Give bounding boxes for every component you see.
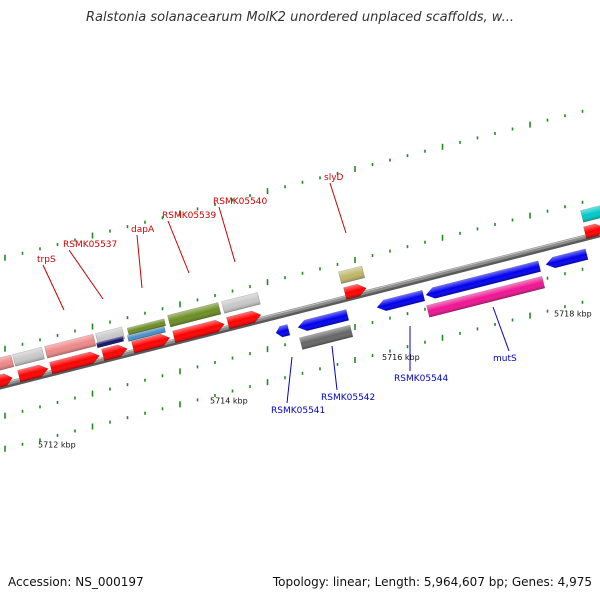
accession-text: Accession: NS_000197 [8, 575, 144, 589]
trps-feature[interactable] [44, 333, 97, 359]
topology-summary-text: Topology: linear; Length: 5,964,607 bp; … [272, 575, 592, 589]
gene-label-rsmk05539[interactable]: RSMK05539 [162, 211, 217, 221]
rsmk05542-feature[interactable] [299, 324, 354, 350]
forward-gene-arrow[interactable] [226, 309, 263, 330]
forward-gene-arrow[interactable] [101, 343, 129, 362]
map-title: Ralstonia solanacearum MolK2 unordered u… [85, 10, 514, 25]
scale-label: 5714 kbp [210, 397, 248, 406]
forward-gene-arrow[interactable] [0, 372, 14, 389]
gene-label-rsmk05542[interactable]: RSMK05542 [321, 393, 375, 403]
reverse-gene-arrow[interactable] [297, 309, 350, 333]
forward-gene-arrow[interactable] [49, 350, 101, 375]
scale-label: 5718 kbp [554, 310, 592, 319]
gene-label-trps[interactable]: trpS [37, 255, 56, 265]
scale-label: 5716 kbp [382, 353, 420, 362]
rsmk05537-feature[interactable] [95, 326, 126, 346]
forward-gene-arrow[interactable] [343, 282, 368, 300]
gene-label-slyd[interactable]: slyD [324, 173, 344, 183]
feature-segment[interactable] [0, 354, 15, 372]
feature-segment[interactable] [580, 202, 600, 223]
label-leader-line [329, 182, 347, 234]
feature-segment[interactable] [12, 346, 45, 367]
rsmk05537-subfeature[interactable] [96, 335, 125, 349]
label-leader-line [136, 234, 143, 289]
gene-label-rsmk05537[interactable]: RSMK05537 [63, 240, 117, 250]
reverse-gene-arrow[interactable] [376, 289, 426, 312]
slyd-feature[interactable] [338, 265, 366, 284]
gene-label-rsmk05544[interactable]: RSMK05544 [394, 374, 449, 384]
dapa-feature[interactable] [126, 318, 167, 336]
rsmk05539-feature[interactable] [167, 302, 222, 328]
label-leader-line [218, 206, 236, 263]
reverse-gene-arrow[interactable] [425, 260, 542, 300]
label-leader-line [331, 345, 338, 391]
muts-feature[interactable] [426, 276, 546, 318]
forward-gene-arrow[interactable] [583, 222, 600, 239]
gene-label-muts[interactable]: mutS [493, 354, 517, 364]
gene-label-dapa[interactable]: dapA [131, 225, 155, 235]
reverse-gene-arrow[interactable] [545, 248, 589, 270]
label-leader-line [286, 356, 293, 404]
forward-gene-arrow[interactable] [172, 318, 226, 344]
label-leader-line [492, 306, 510, 352]
scale-label: 5712 kbp [38, 440, 76, 449]
label-leader-line [167, 220, 190, 274]
gene-label-rsmk05540[interactable]: RSMK05540 [213, 197, 268, 207]
dapa-subfeature[interactable] [126, 325, 166, 342]
label-leader-line [42, 264, 65, 311]
feature-layer [0, 202, 600, 389]
rsmk05540-feature[interactable] [221, 292, 261, 314]
gene-label-rsmk05541[interactable]: RSMK05541 [271, 406, 325, 416]
rsmk05541-arrow[interactable] [275, 324, 291, 338]
backbone-layer [0, 230, 600, 390]
forward-gene-arrow[interactable] [17, 363, 50, 383]
tick-layer [4, 109, 584, 452]
label-leader-line [68, 249, 104, 300]
forward-gene-arrow[interactable] [131, 332, 172, 354]
